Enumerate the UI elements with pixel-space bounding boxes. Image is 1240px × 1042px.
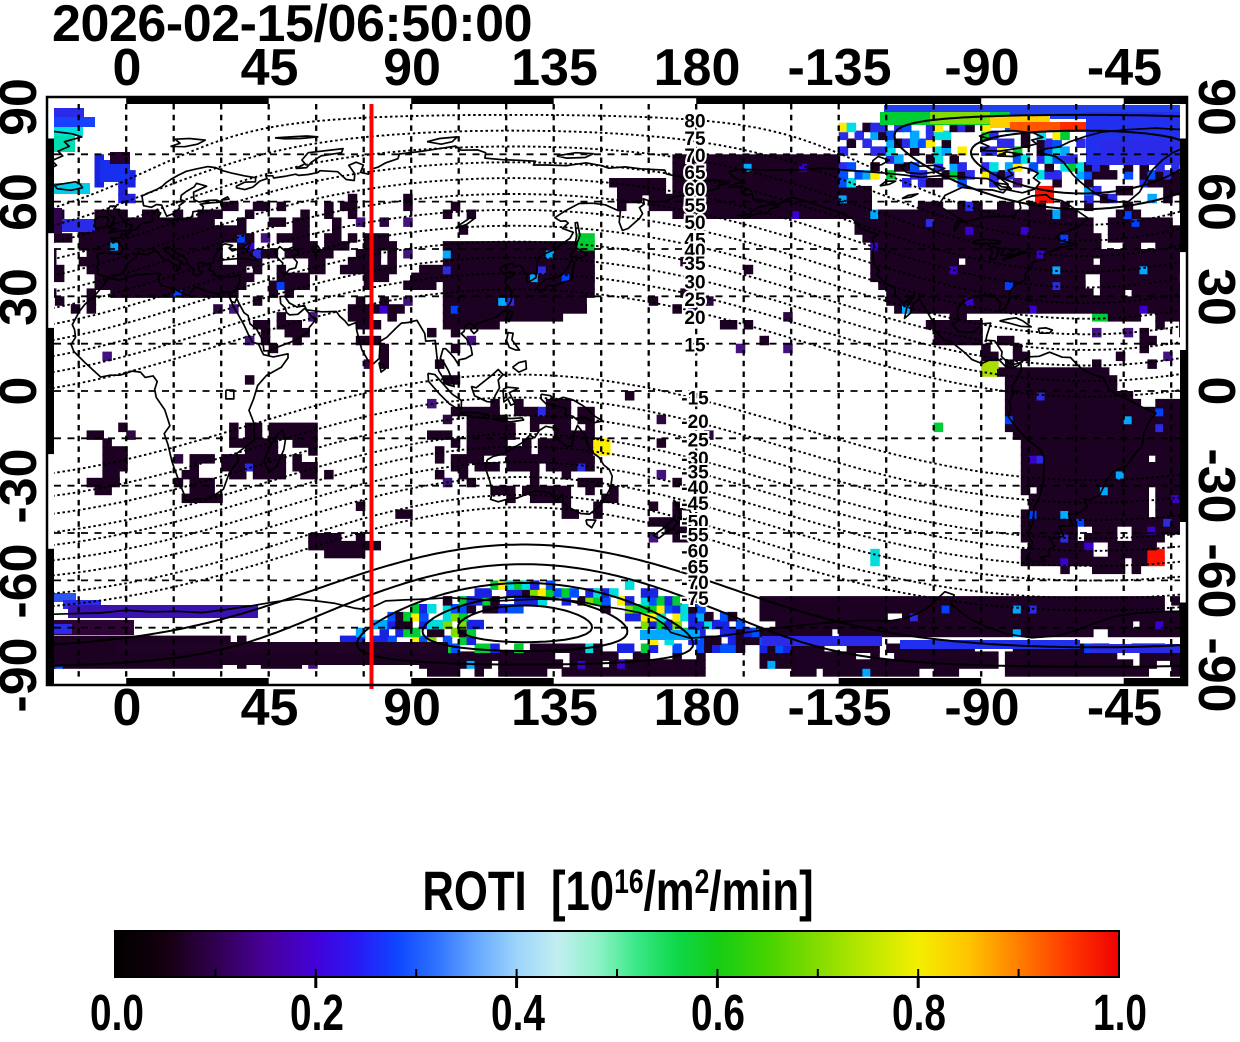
svg-text:80: 80 (684, 112, 705, 133)
svg-text:-40: -40 (681, 478, 708, 499)
svg-text:30: 30 (684, 273, 705, 294)
svg-text:70: 70 (684, 146, 705, 167)
svg-text:-35: -35 (681, 462, 709, 483)
svg-text:40: 40 (684, 241, 705, 262)
svg-text:-70: -70 (681, 573, 708, 594)
svg-text:-75: -75 (681, 589, 709, 610)
svg-text:45: 45 (684, 230, 706, 251)
svg-text:-60: -60 (681, 541, 708, 562)
svg-text:20: 20 (684, 308, 705, 329)
svg-text:35: 35 (684, 254, 706, 275)
svg-text:-20: -20 (681, 412, 708, 433)
svg-text:25: 25 (684, 290, 706, 311)
svg-text:65: 65 (684, 163, 706, 184)
svg-text:15: 15 (684, 336, 706, 357)
svg-text:55: 55 (684, 196, 706, 217)
svg-text:50: 50 (684, 213, 705, 234)
svg-text:-25: -25 (681, 431, 709, 452)
svg-text:-30: -30 (681, 449, 708, 470)
svg-text:-55: -55 (681, 526, 709, 547)
svg-text:-45: -45 (681, 494, 709, 515)
svg-text:-15: -15 (681, 389, 709, 410)
svg-text:-50: -50 (681, 512, 708, 533)
svg-text:75: 75 (684, 129, 706, 150)
svg-text:-65: -65 (681, 557, 709, 578)
svg-text:60: 60 (684, 180, 705, 201)
